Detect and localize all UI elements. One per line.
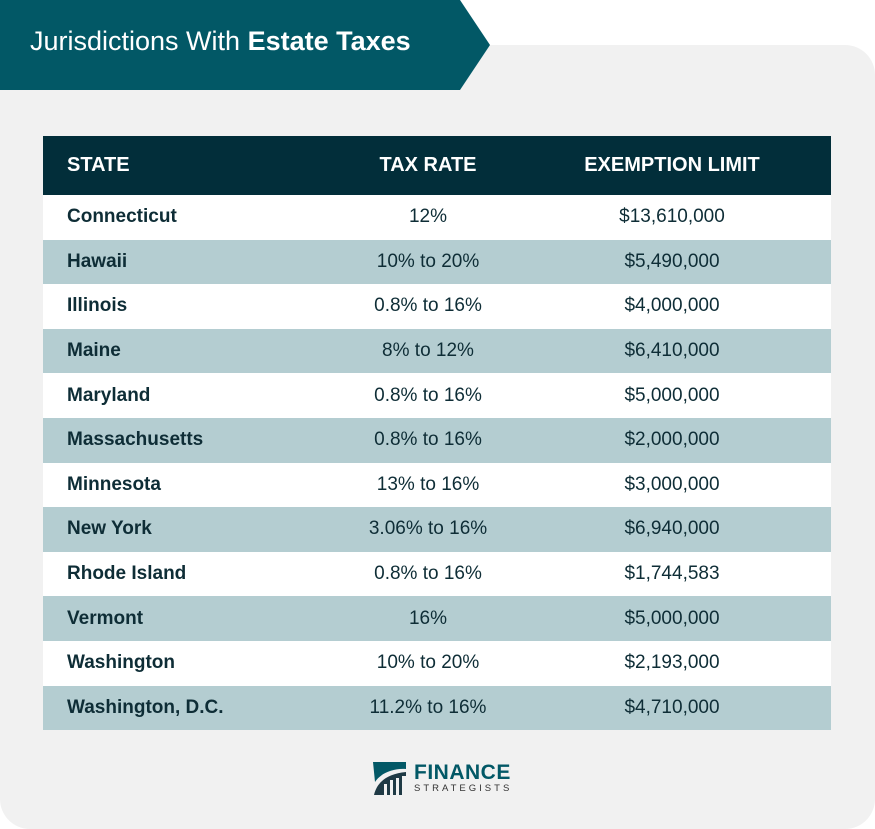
cell-state: Connecticut	[43, 195, 343, 240]
cell-tax-rate: 0.8% to 16%	[343, 417, 513, 463]
cell-exemption-limit: $6,410,000	[513, 328, 831, 374]
cell-state: Minnesota	[43, 462, 343, 508]
table-row: New York 3.06% to 16% $6,940,000	[43, 507, 831, 552]
finance-strategists-logo: FINANCE STRATEGISTS	[372, 760, 512, 796]
cell-tax-rate: 0.8% to 16%	[343, 551, 513, 597]
cell-tax-rate: 10% to 20%	[343, 239, 513, 285]
cell-state: Rhode Island	[43, 551, 343, 597]
logo-name: FINANCE	[414, 760, 511, 784]
cell-tax-rate: 8% to 12%	[343, 328, 513, 374]
cell-tax-rate: 0.8% to 16%	[343, 373, 513, 418]
page-title: Jurisdictions With Estate Taxes	[30, 26, 411, 57]
title-light: Jurisdictions With	[30, 26, 248, 56]
cell-tax-rate: 12%	[343, 195, 513, 240]
cell-state: Washington, D.C.	[43, 685, 343, 731]
cell-exemption-limit: $5,490,000	[513, 239, 831, 285]
table-row: Maryland 0.8% to 16% $5,000,000	[43, 373, 831, 418]
title-bold: Estate Taxes	[247, 26, 411, 56]
cell-tax-rate: 13% to 16%	[343, 462, 513, 508]
table-row: Massachusetts 0.8% to 16% $2,000,000	[43, 417, 831, 463]
cell-state: New York	[43, 507, 343, 552]
cell-exemption-limit: $2,000,000	[513, 417, 831, 463]
estate-tax-table: STATE TAX RATE EXEMPTION LIMIT Connectic…	[43, 136, 831, 731]
cell-tax-rate: 16%	[343, 596, 513, 641]
table-row: Maine 8% to 12% $6,410,000	[43, 328, 831, 374]
logo-icon	[373, 762, 406, 795]
table-header: STATE TAX RATE EXEMPTION LIMIT	[43, 136, 831, 195]
cell-state: Vermont	[43, 596, 343, 641]
cell-tax-rate: 3.06% to 16%	[343, 507, 513, 552]
table-row: Rhode Island 0.8% to 16% $1,744,583	[43, 551, 831, 597]
logo-sub: STRATEGISTS	[414, 782, 513, 794]
cell-state: Hawaii	[43, 239, 343, 285]
cell-exemption-limit: $5,000,000	[513, 373, 831, 418]
table-row: Connecticut 12% $13,610,000	[43, 195, 831, 240]
cell-exemption-limit: $3,000,000	[513, 462, 831, 508]
table-row: Hawaii 10% to 20% $5,490,000	[43, 239, 831, 285]
table-row: Illinois 0.8% to 16% $4,000,000	[43, 284, 831, 329]
cell-state: Maine	[43, 328, 343, 374]
cell-exemption-limit: $13,610,000	[513, 195, 831, 240]
table-row: Washington, D.C. 11.2% to 16% $4,710,000	[43, 685, 831, 731]
table-row: Minnesota 13% to 16% $3,000,000	[43, 462, 831, 508]
cell-state: Maryland	[43, 373, 343, 418]
cell-exemption-limit: $1,744,583	[513, 551, 831, 597]
title-banner	[0, 0, 490, 90]
cell-state: Illinois	[43, 284, 343, 329]
cell-state: Massachusetts	[43, 417, 343, 463]
cell-tax-rate: 10% to 20%	[343, 640, 513, 686]
cell-exemption-limit: $4,710,000	[513, 685, 831, 731]
cell-exemption-limit: $6,940,000	[513, 507, 831, 552]
table-row: Washington 10% to 20% $2,193,000	[43, 640, 831, 686]
cell-exemption-limit: $2,193,000	[513, 640, 831, 686]
cell-tax-rate: 11.2% to 16%	[343, 685, 513, 731]
cell-state: Washington	[43, 640, 343, 686]
header-state: STATE	[43, 136, 343, 195]
cell-exemption-limit: $5,000,000	[513, 596, 831, 641]
header-tax-rate: TAX RATE	[343, 136, 513, 195]
header-exemption-limit: EXEMPTION LIMIT	[513, 136, 831, 195]
cell-exemption-limit: $4,000,000	[513, 284, 831, 329]
cell-tax-rate: 0.8% to 16%	[343, 284, 513, 329]
table-row: Vermont 16% $5,000,000	[43, 596, 831, 641]
